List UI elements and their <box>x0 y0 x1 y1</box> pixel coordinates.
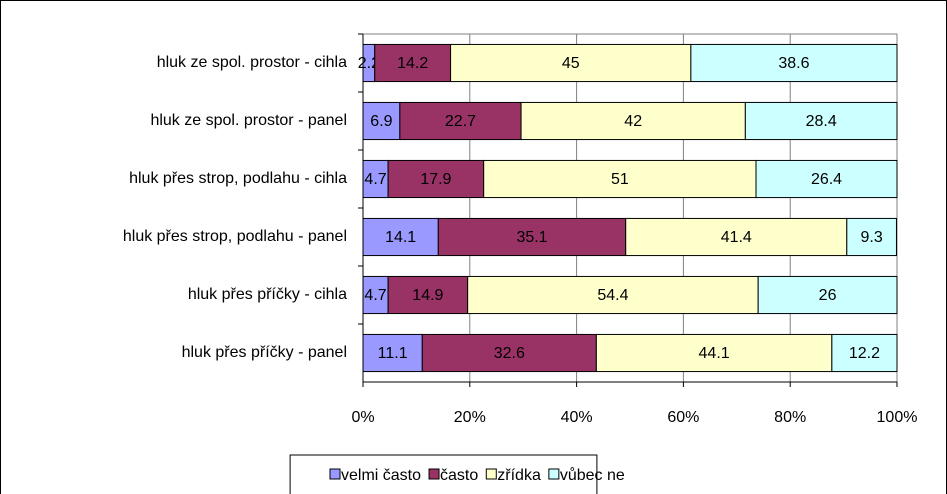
bar-segment <box>387 159 485 199</box>
data-label: 32.6 <box>494 345 525 362</box>
y-tick-label: hluk přes strop, podlahu - panel <box>123 228 347 245</box>
data-label: 11.1 <box>378 345 408 362</box>
bar-segment <box>450 43 692 83</box>
data-label: 4.7 <box>364 287 386 304</box>
bar-segment <box>846 217 897 257</box>
data-label: 9.3 <box>861 229 883 246</box>
legend-swatch <box>548 468 560 480</box>
bar-segment <box>374 43 452 83</box>
bar-segment <box>831 333 898 373</box>
y-tick-label: hluk přes strop, podlahu - cihla <box>129 170 347 187</box>
data-label: 22.7 <box>445 113 476 130</box>
y-tick-label: hluk přes příčky - cihla <box>188 286 347 303</box>
y-tick-label: hluk ze spol. prostor - panel <box>150 112 347 129</box>
x-tick-label: 80% <box>774 409 806 426</box>
data-label: 54.4 <box>597 287 628 304</box>
bar-segment <box>520 101 746 141</box>
data-label: 12.2 <box>849 345 880 362</box>
data-label: 44.1 <box>699 345 730 362</box>
legend-swatch <box>428 468 440 480</box>
data-label: 6.9 <box>370 113 392 130</box>
bar-segment <box>755 159 898 199</box>
legend-label: zřídka <box>497 467 541 484</box>
legend-label: velmi často <box>341 467 421 484</box>
x-tick-label: 60% <box>667 409 699 426</box>
data-label: 42 <box>624 113 642 130</box>
data-label: 4.7 <box>364 171 386 188</box>
bar-segment <box>690 43 898 83</box>
data-label: 45 <box>562 55 580 72</box>
legend-label: často <box>440 467 478 484</box>
x-tick-label: 0% <box>351 409 374 426</box>
legend-swatch <box>329 468 341 480</box>
bar-segment <box>757 275 898 315</box>
bar-segment <box>744 101 898 141</box>
y-tick-label: hluk přes příčky - panel <box>182 344 347 361</box>
data-label: 38.6 <box>778 55 809 72</box>
bar-segment <box>467 275 759 315</box>
bar-segment <box>362 217 439 257</box>
legend <box>289 454 598 494</box>
bar-segment <box>399 101 522 141</box>
bar-segment <box>362 101 401 141</box>
data-label: 51 <box>611 171 629 188</box>
bar-segment <box>625 217 848 257</box>
legend-label: vůbec ne <box>560 466 625 484</box>
bar-segment <box>483 159 757 199</box>
bar-segment <box>595 333 833 373</box>
data-label: 14.2 <box>397 55 428 72</box>
x-tick-label: 20% <box>454 409 486 426</box>
data-label: 28.4 <box>806 113 837 130</box>
bar-segment <box>387 275 469 315</box>
data-label: 17.9 <box>420 171 451 188</box>
y-tick-label: hluk ze spol. prostor - cihla <box>157 54 347 71</box>
data-label: 26 <box>819 287 837 304</box>
plot-area <box>362 33 898 383</box>
data-label: 14.1 <box>385 229 416 246</box>
data-label: 35.1 <box>516 229 547 246</box>
bar-segment <box>362 333 423 373</box>
data-label: 14.9 <box>412 287 443 304</box>
bar-segment <box>421 333 597 373</box>
legend-swatch <box>485 468 497 480</box>
x-tick-label: 40% <box>561 409 593 426</box>
data-label: 26.4 <box>811 171 842 188</box>
x-tick-label: 100% <box>877 409 918 426</box>
data-label: 41.4 <box>721 229 752 246</box>
bar-segment <box>437 217 627 257</box>
